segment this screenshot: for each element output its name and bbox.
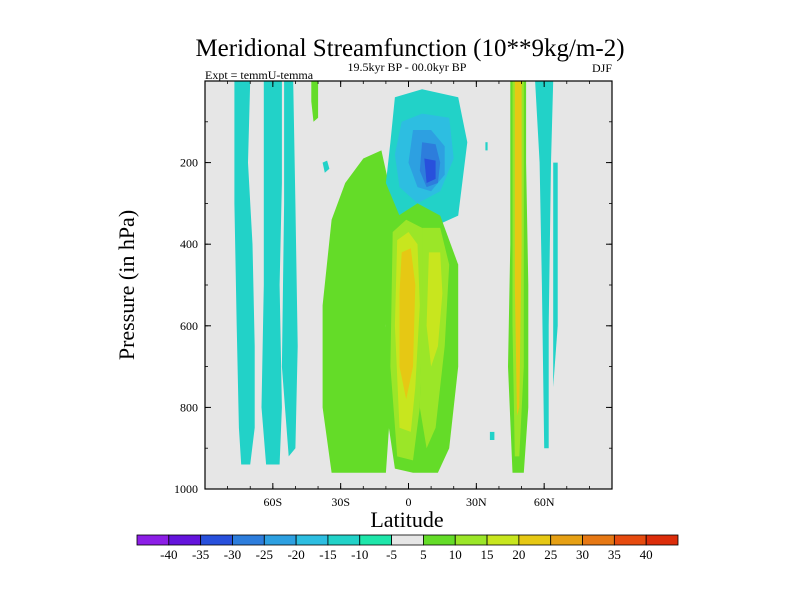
colorbar-swatch <box>168 534 202 546</box>
colorbar-swatch <box>582 534 615 546</box>
contour-region-hadley-north-core <box>426 252 443 367</box>
contour-region-nh-right-teal-2 <box>553 162 558 387</box>
colorbar-swatch <box>391 534 424 546</box>
experiment-label: Expt = temmU-temma <box>205 68 314 82</box>
colorbar: -40 -35 -30 -25 -20 -15 -10 -5 5 10 15 20 25 30 35 40 <box>136 534 679 562</box>
colorbar-label: -5 <box>386 547 397 562</box>
x-axis-label: Latitude <box>370 507 443 532</box>
chart-titles: Meridional Streamfunction (10**9kg/m-2) … <box>195 35 624 82</box>
x-axis: 60S 30S 0 30N 60N <box>227 81 590 509</box>
colorbar-swatch <box>613 534 647 546</box>
colorbar-swatch <box>263 534 297 546</box>
contour-region-sh-polar-cell <box>234 81 255 465</box>
colorbar-swatch <box>518 534 552 546</box>
colorbar-swatch <box>550 534 583 546</box>
colorbar-label: -40 <box>160 547 177 562</box>
contour-region-sh-upper-band <box>281 81 298 457</box>
colorbar-label: -30 <box>224 547 241 562</box>
y-tick-label: 400 <box>180 237 198 251</box>
y-axis-label: Pressure (in hPa) <box>114 210 139 360</box>
chart-title: Meridional Streamfunction (10**9kg/m-2) <box>195 35 624 62</box>
colorbar-swatch <box>327 534 361 546</box>
contour-region-sh-midlat-cell <box>261 81 282 465</box>
x-tick-label: 60N <box>534 495 555 509</box>
contour-regions <box>234 81 558 473</box>
contour-region-nh-ferrel-core <box>514 81 522 416</box>
contour-region-nh-right-teal <box>535 81 554 449</box>
colorbar-label: -20 <box>287 547 304 562</box>
y-tick-label: 200 <box>180 156 198 170</box>
colorbar-label: 10 <box>449 547 462 562</box>
colorbar-swatch <box>136 534 170 546</box>
x-tick-label: 0 <box>406 495 412 509</box>
contour-region-hadley-south-green <box>322 150 404 473</box>
colorbar-label: 35 <box>608 547 621 562</box>
colorbar-swatch <box>645 534 679 546</box>
x-tick-label: 30N <box>466 495 487 509</box>
contour-region-small-blob-37 <box>489 431 495 440</box>
y-tick-label: 800 <box>180 400 198 414</box>
season-label: DJF <box>592 61 612 75</box>
colorbar-swatch <box>359 534 392 546</box>
colorbar-label: 30 <box>576 547 589 562</box>
chart-subtitle: 19.5kyr BP - 00.0kyr BP <box>348 60 467 74</box>
contour-region-hadley-south-core <box>399 248 416 400</box>
contour-region-small-blob-30 <box>485 142 488 151</box>
colorbar-swatch <box>232 534 265 546</box>
colorbar-label: -25 <box>256 547 273 562</box>
colorbar-label: -10 <box>351 547 368 562</box>
contour-region-upper-blue-peak <box>424 158 436 183</box>
x-tick-label: 60S <box>263 495 282 509</box>
colorbar-swatch <box>486 534 520 546</box>
colorbar-label: 5 <box>420 547 427 562</box>
colorbar-label: -35 <box>192 547 209 562</box>
colorbar-swatch <box>454 534 488 546</box>
colorbar-swatch <box>295 534 329 546</box>
y-axis: 200 400 600 800 1000 <box>174 121 612 496</box>
contour-region-upper-small-blob <box>322 160 330 173</box>
colorbar-swatch <box>200 534 233 546</box>
contour-region-sh-ferrel-green <box>311 81 319 122</box>
colorbar-label: 15 <box>481 547 494 562</box>
y-tick-label: 1000 <box>174 482 198 496</box>
colorbar-label: 25 <box>544 547 557 562</box>
colorbar-label: -15 <box>319 547 336 562</box>
y-tick-label: 600 <box>180 319 198 333</box>
colorbar-label: 40 <box>640 547 653 562</box>
colorbar-swatch <box>423 534 456 546</box>
x-tick-label: 30S <box>331 495 350 509</box>
colorbar-label: 20 <box>512 547 525 562</box>
